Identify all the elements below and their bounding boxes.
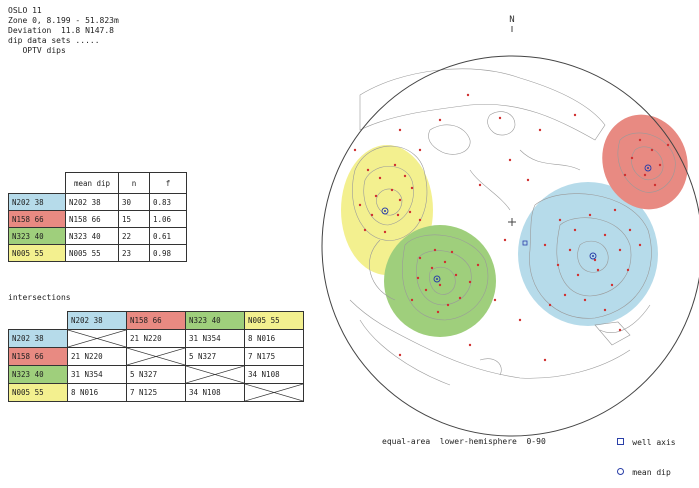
- zone-range: Zone 0, 8.199 - 51.823m: [8, 16, 119, 25]
- diagonal-cross-cell: [126, 347, 186, 366]
- intersections-row: N202 38 21 N220 31 N354 8 N016: [8, 329, 304, 348]
- mean-dip-cell: N005 55: [65, 244, 119, 262]
- optv-dips-label: OPTV dips: [8, 46, 66, 55]
- intersection-cell: 8 N016: [67, 383, 127, 402]
- intersections-header-row: N202 38 N158 66 N323 40 N005 55: [9, 311, 304, 330]
- intersections-row: N158 66 21 N220 5 N327 7 N175: [8, 347, 304, 366]
- dip-data-sets-label: dip data sets .....: [8, 36, 100, 45]
- legend-well-axis-label: well axis: [632, 438, 676, 447]
- north-label: N: [509, 15, 514, 25]
- cluster-n323-40: [384, 225, 496, 337]
- cluster-n158-66: [602, 114, 688, 210]
- density-contours: [349, 68, 676, 386]
- stereonet-circle: [321, 55, 699, 437]
- center-cross: [508, 218, 516, 226]
- diagonal-cross-cell: [185, 365, 245, 384]
- well-axis-marker: [522, 240, 528, 246]
- dip-table-row: N323 40 N323 40 22 0.61: [8, 227, 187, 245]
- f-cell: 0.98: [149, 244, 187, 262]
- intersections-row: N005 55 8 N016 7 N125 34 N108: [8, 383, 304, 402]
- pole-points: [353, 93, 670, 362]
- deviation: Deviation 11.8 N147.8: [8, 26, 114, 35]
- mean-dip-dots: [384, 167, 649, 280]
- well-axis-icon: [617, 438, 625, 445]
- legend-well-axis: well axis: [598, 428, 676, 458]
- dip-table-row: N005 55 N005 55 23 0.98: [8, 244, 187, 262]
- mean-dip-markers: [381, 164, 652, 283]
- inter-col-header: N202 38: [67, 311, 127, 330]
- intersections-title: intersections: [8, 293, 71, 302]
- intersection-cell: 34 N108: [185, 383, 245, 402]
- well-name: OSLO 11: [8, 6, 42, 15]
- inter-row-header: N005 55: [8, 383, 68, 402]
- inter-col-header: N005 55: [244, 311, 304, 330]
- legend-mean-dip: mean dip: [598, 458, 676, 488]
- f-cell: 0.83: [149, 193, 187, 211]
- dip-sets-table: mean dip n f N202 38 N202 38 30 0.83 N15…: [8, 172, 187, 262]
- header-info: OSLO 11 Zone 0, 8.199 - 51.823m Deviatio…: [8, 6, 119, 56]
- projection-label: equal-area lower-hemisphere 0-90: [382, 437, 546, 446]
- stereonet-plot: N: [321, 15, 699, 437]
- diagonal-cross-cell: [67, 329, 127, 348]
- intersections-table: N202 38 N158 66 N323 40 N005 55 N202 38 …: [8, 311, 304, 402]
- legend-mean-dip-label: mean dip: [632, 468, 671, 477]
- legend: well axis mean dip: [598, 428, 676, 488]
- inter-row-header: N158 66: [8, 347, 68, 366]
- set-label-cell: N005 55: [8, 244, 66, 262]
- set-label-cell: N158 66: [8, 210, 66, 228]
- cluster-n202-38: [518, 182, 658, 326]
- intersections-row: N323 40 31 N354 5 N327 34 N108: [8, 365, 304, 384]
- mean-dip-icon: [617, 468, 625, 475]
- diagonal-cross-cell: [244, 383, 304, 402]
- f-cell: 0.61: [149, 227, 187, 245]
- dip-table-row: N158 66 N158 66 15 1.06: [8, 210, 187, 228]
